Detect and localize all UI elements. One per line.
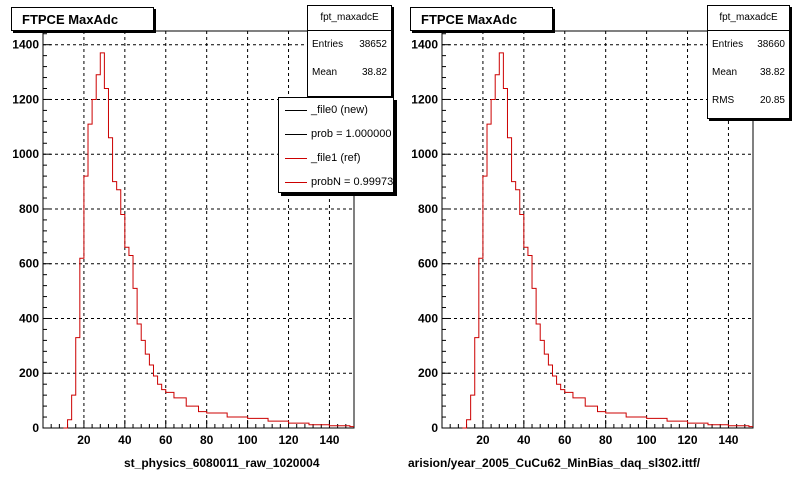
- x-tick-label: 80: [200, 433, 214, 447]
- x-tick-label: 120: [678, 433, 698, 447]
- y-tick-label: 0: [431, 421, 438, 435]
- y-tick-label: 1200: [411, 92, 438, 106]
- x-tick-label: 100: [238, 433, 258, 447]
- y-tick-label: 800: [418, 202, 438, 216]
- y-tick-label: 600: [19, 257, 39, 271]
- stat-value: 20.85: [760, 87, 785, 115]
- right-xlabel: arision/year_2005_CuCu62_MinBias_daq_sl3…: [408, 456, 700, 470]
- stat-label: Entries: [312, 31, 343, 59]
- plot-panel-1: 20 40 60 80 100 120 14002004006008001000120014…: [12, 31, 354, 447]
- legend-entry: _file0 (new): [279, 98, 393, 122]
- y-tick-label: 200: [418, 366, 438, 380]
- right-chart-title: FTPCE MaxAdc: [410, 7, 553, 31]
- y-tick-label: 400: [418, 311, 438, 325]
- x-tick-label: 100: [637, 433, 657, 447]
- x-tick-label: 40: [118, 433, 132, 447]
- legend-label: _file0 (new): [311, 98, 368, 122]
- legend-label: _file1 (ref): [311, 146, 361, 170]
- right-stats-row: Mean 38.82: [708, 59, 789, 87]
- y-tick-label: 400: [19, 311, 39, 325]
- x-tick-label: 60: [159, 433, 173, 447]
- y-tick-label: 1400: [12, 38, 39, 52]
- y-tick-label: 200: [19, 366, 39, 380]
- stat-label: Mean: [312, 59, 337, 87]
- y-tick-label: 800: [19, 202, 39, 216]
- y-tick-label: 1000: [411, 147, 438, 161]
- right-stats-box: fpt_maxadcE Entries 38660 Mean 38.82 RMS…: [707, 5, 790, 119]
- legend-line: [285, 158, 307, 159]
- x-tick-label: 40: [517, 433, 531, 447]
- stat-value: 38652: [359, 31, 387, 59]
- legend-entry: probN = 0.999730: [279, 170, 393, 193]
- legend-label: probN = 0.999730: [311, 170, 394, 193]
- legend-entry: _file1 (ref): [279, 146, 393, 170]
- x-tick-label: 20: [77, 433, 91, 447]
- legend-label: prob = 1.000000: [311, 122, 391, 146]
- stat-label: RMS: [712, 87, 734, 115]
- stat-value: 38660: [757, 31, 785, 59]
- left-legend: _file0 (new) prob = 1.000000 _file1 (ref…: [278, 97, 394, 193]
- y-tick-label: 600: [418, 257, 438, 271]
- right-stats-name: fpt_maxadcE: [708, 6, 789, 31]
- y-tick-label: 1000: [12, 147, 39, 161]
- left-stats-row: Mean 38.82: [308, 59, 391, 87]
- left-xlabel: st_physics_6080011_raw_1020004: [124, 456, 320, 470]
- left-stats-name: fpt_maxadcE: [308, 6, 391, 31]
- left-stats-row: Entries 38652: [308, 31, 391, 59]
- legend-entry: prob = 1.000000: [279, 122, 393, 146]
- stat-label: Entries: [712, 31, 743, 59]
- stat-value: 38.82: [362, 59, 387, 87]
- legend-line: [285, 110, 307, 111]
- x-tick-label: 20: [476, 433, 490, 447]
- x-tick-label: 140: [718, 433, 738, 447]
- y-tick-label: 1200: [12, 92, 39, 106]
- legend-line: [285, 134, 307, 135]
- x-tick-label: 120: [279, 433, 299, 447]
- legend-line: [285, 182, 307, 183]
- right-stats-row: RMS 20.85: [708, 87, 789, 115]
- y-tick-label: 0: [32, 421, 39, 435]
- stat-label: Mean: [712, 59, 737, 87]
- right-stats-row: Entries 38660: [708, 31, 789, 59]
- left-stats-box: fpt_maxadcE Entries 38652 Mean 38.82: [307, 5, 392, 97]
- stat-value: 38.82: [760, 59, 785, 87]
- plot-panel-2: 20 40 60 80 100 120 14002004006008001000120014…: [411, 31, 753, 447]
- x-tick-label: 140: [319, 433, 339, 447]
- x-tick-label: 80: [599, 433, 613, 447]
- y-tick-label: 1400: [411, 38, 438, 52]
- left-chart-title: FTPCE MaxAdc: [11, 7, 154, 31]
- x-tick-label: 60: [558, 433, 572, 447]
